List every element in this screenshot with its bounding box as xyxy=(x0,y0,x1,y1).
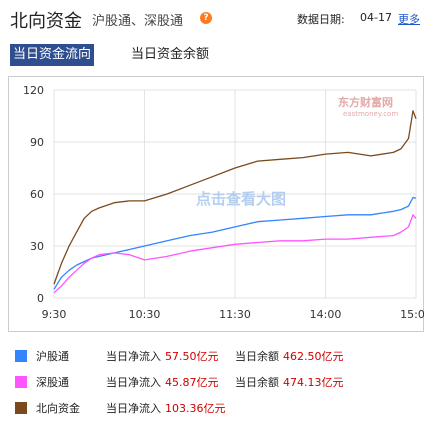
y-tick-label: 0 xyxy=(37,292,44,305)
page-title: 北向资金 xyxy=(10,11,82,32)
legend-swatch-sgt xyxy=(15,376,27,388)
legend-row-sgt: 深股通 当日净流入 45.87亿元 当日余额 474.13亿元 xyxy=(0,370,432,394)
legend-balance-label: 当日余额 xyxy=(235,376,279,389)
legend-swatch-hgt xyxy=(15,350,27,362)
x-tick-label: 9:30 xyxy=(42,308,67,321)
tab-daily-balance[interactable]: 当日资金余额 xyxy=(131,47,210,62)
legend-name: 深股通 xyxy=(36,376,69,389)
date-value: 04-17 xyxy=(360,11,392,24)
legend-row-hgt: 沪股通 当日净流入 57.50亿元 当日余额 462.50亿元 xyxy=(0,344,432,368)
tab-daily-flow[interactable]: 当日资金流向 xyxy=(10,44,95,66)
legend-inflow-label: 当日净流入 xyxy=(106,402,161,415)
legend-inflow-label: 当日净流入 xyxy=(106,350,161,363)
flow-chart-svg: 0 30 60 90 120 9:30 10:30 11:30 14:00 15:00 东方财富网… xyxy=(8,76,432,332)
y-tick-label: 30 xyxy=(30,240,44,253)
y-tick-label: 90 xyxy=(30,136,44,149)
x-tick-label: 10:30 xyxy=(129,308,161,321)
watermark-overlay[interactable]: 点击查看大图 xyxy=(196,190,286,208)
legend-row-north: 北向资金 当日净流入 103.36亿元 xyxy=(0,396,432,420)
legend-inflow-value: 57.50亿元 xyxy=(165,350,219,363)
watermark-domain: eastmoney.com xyxy=(343,110,398,118)
watermark-brand: 东方财富网 xyxy=(338,95,393,109)
x-tick-label: 11:30 xyxy=(219,308,251,321)
chart-frame xyxy=(8,76,424,332)
legend-inflow-label: 当日净流入 xyxy=(106,376,161,389)
header: 北向资金 沪股通、深股通 ? 数据日期: 04-17 更多 xyxy=(0,0,432,36)
legend-name: 北向资金 xyxy=(36,402,80,415)
legend-inflow-value: 45.87亿元 xyxy=(165,376,219,389)
date-label: 数据日期: xyxy=(297,13,345,26)
y-tick-label: 120 xyxy=(23,84,44,97)
question-mark-icon[interactable]: ? xyxy=(200,12,212,24)
x-tick-label: 15:00 xyxy=(400,308,424,321)
legend-balance-value: 474.13亿元 xyxy=(283,376,344,389)
legend-inflow-value: 103.36亿元 xyxy=(165,402,226,415)
legend-name: 沪股通 xyxy=(36,350,69,363)
x-tick-label: 14:00 xyxy=(310,308,342,321)
series-line-sgt xyxy=(53,214,417,294)
series-line-hgt xyxy=(53,196,417,290)
flow-chart[interactable]: 0 30 60 90 120 9:30 10:30 11:30 14:00 15:00 东方财富网… xyxy=(8,76,432,332)
legend-swatch-north xyxy=(15,402,27,414)
page-subtitle: 沪股通、深股通 xyxy=(92,14,184,29)
legend-balance-label: 当日余额 xyxy=(235,350,279,363)
legend-balance-value: 462.50亿元 xyxy=(283,350,344,363)
more-link[interactable]: 更多 xyxy=(398,13,420,26)
y-tick-label: 60 xyxy=(30,188,44,201)
series-line-north xyxy=(53,110,417,285)
